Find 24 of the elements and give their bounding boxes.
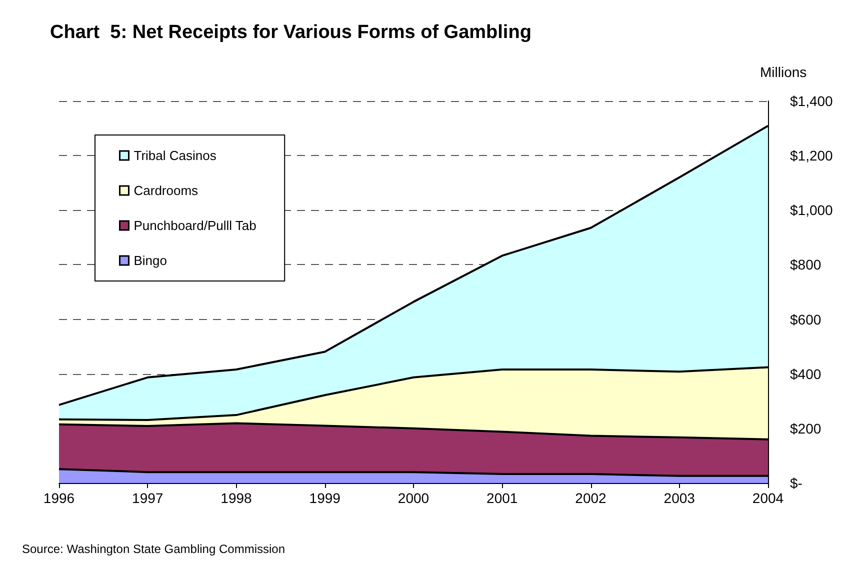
y-tick-label: $- <box>790 475 803 491</box>
source-note: Source: Washington State Gambling Commission <box>22 542 286 556</box>
x-tick-label: 2004 <box>752 490 784 506</box>
x-tick-label: 2003 <box>664 490 696 506</box>
x-tick-label: 2001 <box>486 490 518 506</box>
y-tick-label: $1,400 <box>790 93 834 109</box>
y-axis-title: Millions <box>760 64 807 80</box>
y-tick-label: $800 <box>790 256 822 273</box>
y-tick-label: $1,200 <box>790 148 834 164</box>
legend-label: Tribal Casinos <box>134 148 217 163</box>
x-tick-label: 1998 <box>220 490 252 506</box>
x-tick-label: 1996 <box>43 490 75 506</box>
y-tick-label: $400 <box>790 366 822 382</box>
legend-label: Punchboard/Pulll Tab <box>134 218 256 233</box>
legend-label: Bingo <box>134 253 167 268</box>
y-tick-label: $200 <box>790 420 822 436</box>
x-tick-label: 2002 <box>575 490 607 506</box>
chart-title: Chart 5: Net Receipts for Various Forms of Gambling <box>50 22 532 43</box>
x-tick-label: 1999 <box>309 490 341 506</box>
x-tick-label: 1997 <box>132 490 164 506</box>
y-tick-label: $1,000 <box>790 202 834 218</box>
y-tick-label: $600 <box>790 311 822 328</box>
x-tick-label: 2000 <box>398 490 430 506</box>
legend-label: Cardrooms <box>134 183 199 198</box>
